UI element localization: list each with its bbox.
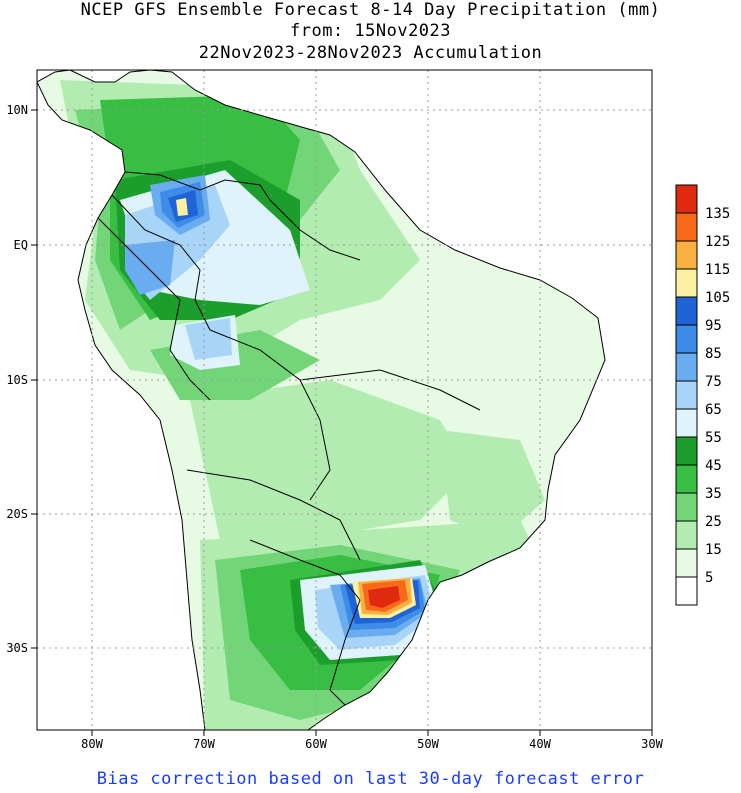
map-subtitle-initial-date: from: 15Nov2023 [289, 21, 452, 41]
legend-label-65: 65 [705, 402, 722, 418]
legend-label-5: 5 [705, 570, 713, 586]
lat-label-eq: EQ [14, 238, 28, 252]
legend-swatch [675, 436, 698, 466]
legend-label-115: 115 [705, 262, 730, 278]
legend-label-15: 15 [705, 542, 722, 558]
precipitation-shading [60, 80, 545, 730]
legend-swatch [675, 380, 698, 410]
legend-swatch [675, 492, 698, 522]
legend-label-25: 25 [705, 514, 722, 530]
legend-swatch [675, 576, 698, 606]
legend-swatch [675, 352, 698, 382]
legend-label-55: 55 [705, 430, 722, 446]
lat-label-10s: 10S [6, 373, 28, 387]
lon-label-70w: 70W [193, 737, 215, 751]
legend-swatch [675, 184, 698, 214]
legend-labels: 135 125 115 105 95 85 75 65 55 45 35 25 … [705, 206, 730, 586]
legend-label-35: 35 [705, 486, 722, 502]
map-frame [36, 69, 653, 731]
legend-swatch [675, 520, 698, 550]
legend-swatch [675, 212, 698, 242]
country-borders [97, 171, 481, 706]
legend-label-85: 85 [705, 346, 722, 362]
legend-swatch [675, 548, 698, 578]
map-title: NCEP GFS Ensemble Forecast 8-14 Day Prec… [80, 0, 661, 20]
legend-label-95: 95 [705, 318, 722, 334]
lat-label-20s: 20S [6, 507, 28, 521]
lon-label-30w: 30W [641, 737, 663, 751]
legend-label-45: 45 [705, 458, 722, 474]
legend-swatch [675, 296, 698, 326]
legend-label-125: 125 [705, 234, 730, 250]
legend-swatch [675, 324, 698, 354]
legend-label-105: 105 [705, 290, 730, 306]
bias-correction-note: Bias correction based on last 30-day for… [96, 769, 645, 789]
lon-label-60w: 60W [305, 737, 327, 751]
legend-swatch [675, 268, 698, 298]
lon-label-50w: 50W [417, 737, 439, 751]
lon-label-40w: 40W [529, 737, 551, 751]
lon-label-80w: 80W [81, 737, 103, 751]
legend-label-75: 75 [705, 374, 722, 390]
legend-colorbar [675, 184, 698, 606]
axis-ticks [31, 109, 653, 736]
legend-swatch [675, 464, 698, 494]
lat-label-10n: 10N [6, 103, 28, 117]
graticule [37, 70, 652, 730]
legend-swatch [675, 240, 698, 270]
map-subtitle-accumulation-period: 22Nov2023-28Nov2023 Accumulation [198, 43, 543, 63]
lat-label-30s: 30S [6, 641, 28, 655]
legend-label-135: 135 [705, 206, 730, 222]
legend-swatch [675, 408, 698, 438]
